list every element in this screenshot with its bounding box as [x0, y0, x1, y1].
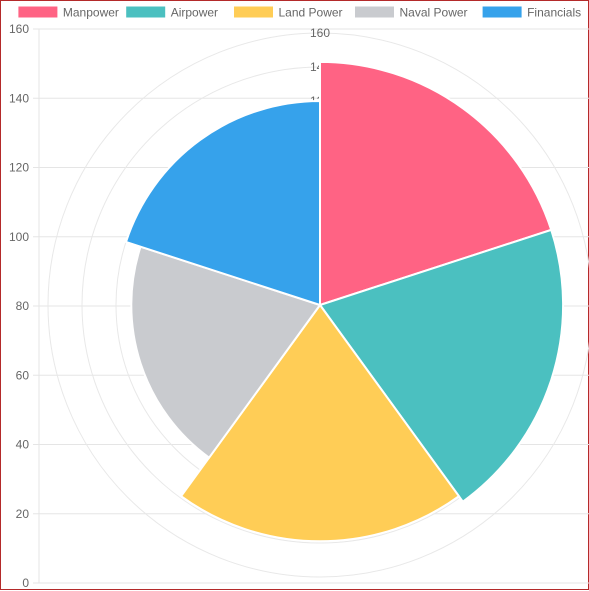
legend-swatch: [481, 5, 523, 19]
legend-item-airpower[interactable]: Airpower: [125, 5, 218, 20]
legend-item-financials[interactable]: Financials: [481, 5, 581, 20]
slice-airpower: [318, 228, 565, 504]
y-tick-label: 20: [16, 507, 30, 521]
y-tick-label: 80: [16, 299, 30, 313]
y-tick-label: 100: [9, 230, 29, 244]
legend-label: Land Power: [279, 6, 343, 20]
slice-land-power: [179, 303, 461, 543]
y-axis-tick-labels: 0 20 40 60 80 100 120 140 160: [9, 22, 29, 590]
legend-label: Financials: [527, 6, 581, 20]
legend-swatch: [17, 5, 59, 19]
legend-swatch: [233, 5, 274, 19]
y-tick-label: 60: [16, 368, 30, 382]
legend-item-naval-power[interactable]: Naval Power: [354, 5, 468, 20]
polar-slices: [124, 60, 565, 543]
legend-swatch: [354, 5, 395, 19]
slice-manpower: [319, 60, 553, 307]
legend-label: Naval Power: [400, 6, 468, 20]
legend-item-manpower[interactable]: Manpower: [17, 5, 119, 20]
legend: Manpower Airpower Land Power Naval Power Fin…: [17, 5, 581, 20]
legend-item-land-power[interactable]: Land Power: [233, 5, 343, 20]
slice-financials: [124, 99, 321, 307]
y-tick-label: 160: [9, 22, 29, 36]
slice-naval-power: [130, 245, 322, 460]
y-tick-label: 140: [9, 91, 29, 105]
legend-label: Manpower: [63, 6, 119, 20]
radial-gridline: [47, 32, 589, 578]
radial-tick-label: 160: [310, 26, 330, 40]
y-tick-label: 40: [16, 438, 30, 452]
legend-swatch: [125, 5, 167, 19]
y-tick-label: 0: [22, 576, 29, 590]
y-tick-label: 120: [9, 161, 29, 175]
legend-label: Airpower: [171, 6, 218, 20]
